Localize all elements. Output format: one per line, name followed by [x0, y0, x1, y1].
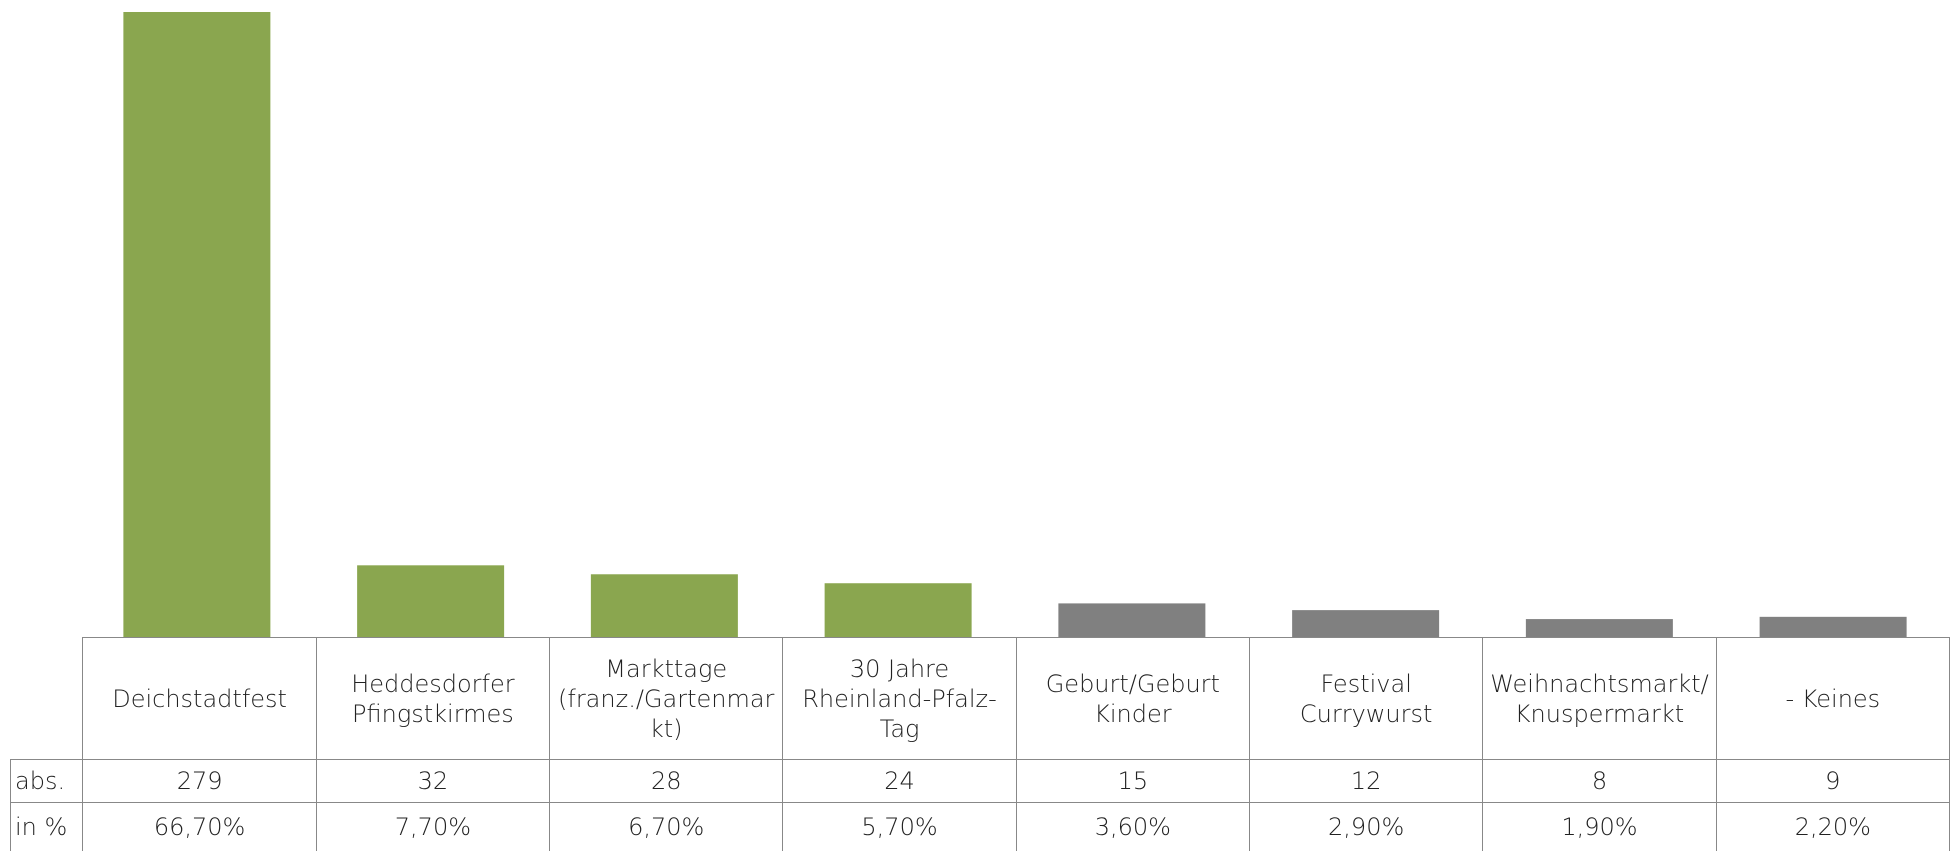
- value-cell: 1,90%: [1482, 802, 1717, 851]
- row-label: in %: [9, 802, 84, 851]
- category-label: Geburt/Geburt Kinder: [1015, 637, 1251, 760]
- blank-cell: [11, 638, 83, 760]
- value-cell: 15: [1015, 759, 1251, 803]
- category-label: Markttage (franz./Gartenmarkt): [549, 637, 784, 760]
- value-cell: 32: [315, 759, 551, 803]
- value-cell: 2,90%: [1248, 802, 1484, 851]
- category-label: Heddesdorfer Pfingstkirmes: [315, 637, 551, 760]
- table-row: in % 66,70% 7,70% 6,70% 5,70% 3,60% 2,90% 1,90%…: [9, 802, 1950, 851]
- table-row: Deichstadtfest Heddesdorfer Pfingstkirmes…: [11, 637, 1950, 760]
- bar: [357, 565, 505, 637]
- value-cell: 66,70%: [82, 802, 317, 851]
- value-cell: 3,60%: [1015, 802, 1251, 851]
- bar: [1058, 603, 1206, 637]
- data-table: Deichstadtfest Heddesdorfer Pfingstkirmes…: [9, 637, 1950, 851]
- value-cell: 2,20%: [1715, 802, 1950, 851]
- category-label: - Keines: [1715, 637, 1950, 760]
- bar: [1292, 610, 1440, 637]
- bar: [590, 574, 738, 637]
- table-row: abs. 279 32 28 24 15 12 8 9: [9, 759, 1950, 803]
- value-cell: 12: [1248, 759, 1484, 803]
- value-cell: 6,70%: [549, 802, 784, 851]
- bar: [1525, 619, 1673, 637]
- category-label: 30 Jahre Rheinland-Pfalz-Tag: [782, 637, 1017, 760]
- bar: [824, 583, 972, 637]
- category-label: Weihnachtsmarkt/Knuspermarkt: [1482, 637, 1717, 760]
- value-cell: 5,70%: [782, 802, 1017, 851]
- category-label: Deichstadtfest: [82, 637, 317, 760]
- value-cell: 8: [1482, 759, 1717, 803]
- bar: [1759, 616, 1907, 637]
- value-cell: 24: [782, 759, 1017, 803]
- value-cell: 9: [1715, 759, 1950, 803]
- bar: [123, 12, 271, 637]
- value-cell: 28: [549, 759, 784, 803]
- plot: [123, 12, 1907, 637]
- value-cell: 7,70%: [315, 802, 551, 851]
- category-label: Festival Currywurst: [1248, 637, 1484, 760]
- row-label: abs.: [9, 759, 84, 803]
- value-cell: 279: [82, 759, 317, 803]
